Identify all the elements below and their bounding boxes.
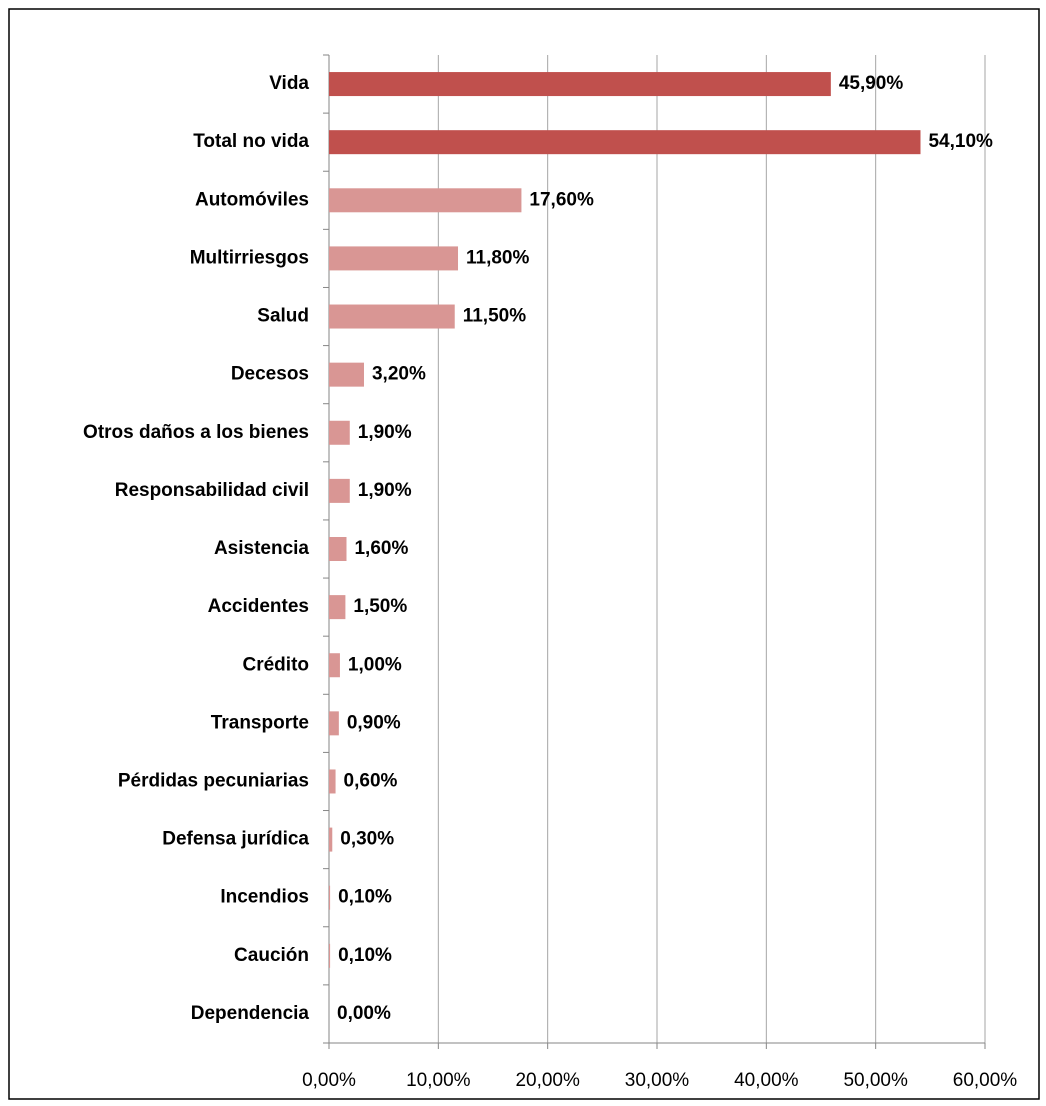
y-tick-label: Decesos — [231, 364, 309, 385]
value-label: 1,60% — [354, 538, 408, 559]
bar — [329, 420, 350, 445]
bar — [329, 304, 455, 329]
bar — [329, 827, 333, 852]
bar — [329, 769, 336, 794]
bar — [329, 362, 364, 387]
value-label: 1,90% — [358, 480, 412, 501]
value-label: 0,90% — [347, 712, 401, 733]
bar — [329, 72, 831, 97]
value-label: 11,80% — [466, 247, 529, 268]
value-label: 1,00% — [348, 654, 402, 675]
y-tick-label: Asistencia — [214, 538, 309, 559]
bar — [329, 595, 346, 620]
x-tick-label: 50,00% — [843, 1070, 908, 1091]
x-tick-label: 10,00% — [406, 1070, 471, 1091]
value-label: 0,00% — [337, 1003, 391, 1024]
bar — [329, 478, 350, 503]
y-tick-label: Salud — [257, 306, 309, 327]
y-tick-label: Incendios — [220, 887, 309, 908]
chart-border — [8, 8, 1040, 1100]
y-tick-label: Dependencia — [191, 1003, 310, 1024]
bar — [329, 130, 921, 155]
y-tick-label: Vida — [269, 73, 309, 94]
value-label: 0,10% — [338, 887, 392, 908]
value-label: 11,50% — [463, 306, 526, 327]
value-label: 1,50% — [353, 596, 407, 617]
bar — [329, 711, 339, 736]
value-label: 3,20% — [372, 364, 426, 385]
bar — [329, 885, 331, 910]
value-label: 54,10% — [928, 131, 993, 152]
y-tick-label: Defensa jurídica — [162, 829, 309, 850]
x-tick-label: 60,00% — [953, 1070, 1018, 1091]
value-label: 0,30% — [340, 829, 394, 850]
y-tick-label: Multirriesgos — [190, 247, 309, 268]
x-tick-label: 30,00% — [625, 1070, 690, 1091]
y-tick-label: Responsabilidad civil — [115, 480, 309, 501]
y-tick-label: Accidentes — [208, 596, 309, 617]
value-label: 17,60% — [529, 189, 594, 210]
value-label: 0,60% — [344, 770, 398, 791]
bar — [329, 246, 459, 271]
y-tick-label: Transporte — [211, 712, 309, 733]
y-tick-label: Caución — [234, 945, 309, 966]
bar — [329, 653, 340, 678]
value-label: 1,90% — [358, 422, 412, 443]
bar — [329, 943, 331, 968]
y-tick-label: Total no vida — [193, 131, 309, 152]
value-label: 45,90% — [839, 73, 904, 94]
x-tick-label: 0,00% — [302, 1070, 356, 1091]
bar — [329, 537, 347, 561]
x-tick-label: 40,00% — [734, 1070, 799, 1091]
x-tick-label: 20,00% — [515, 1070, 580, 1091]
value-label: 0,10% — [338, 945, 392, 966]
bar — [329, 188, 522, 213]
y-tick-label: Crédito — [243, 654, 310, 675]
y-tick-label: Otros daños a los bienes — [83, 422, 309, 443]
y-tick-label: Pérdidas pecuniarias — [118, 770, 309, 791]
y-tick-label: Automóviles — [195, 189, 309, 210]
